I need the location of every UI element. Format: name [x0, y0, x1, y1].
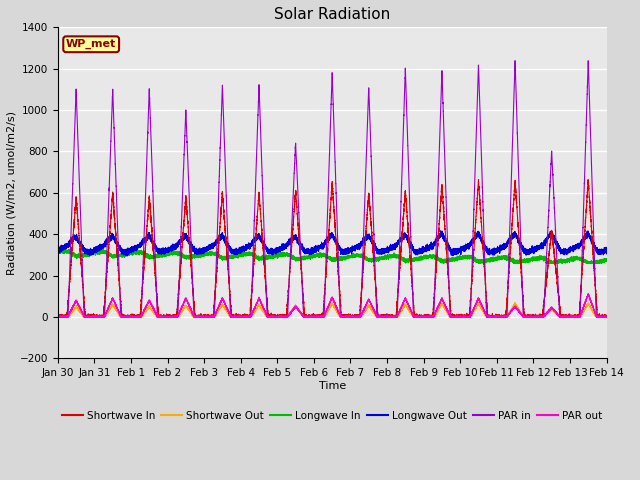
Longwave In: [595, 260, 603, 266]
Longwave Out: [531, 246, 538, 252]
Longwave Out: [546, 234, 554, 240]
Longwave Out: [54, 248, 61, 253]
Shortwave Out: [603, 313, 611, 319]
Line: PAR out: PAR out: [58, 294, 607, 317]
Longwave In: [602, 258, 609, 264]
PAR out: [584, 291, 592, 297]
Legend: Shortwave In, Shortwave Out, Longwave In, Longwave Out, PAR in, PAR out: Shortwave In, Shortwave Out, Longwave In…: [58, 407, 607, 425]
Y-axis label: Radiation (W/m2, umol/m2/s): Radiation (W/m2, umol/m2/s): [7, 111, 17, 275]
Shortwave In: [301, 312, 308, 317]
PAR in: [603, 314, 611, 320]
Line: Shortwave Out: Shortwave Out: [58, 303, 607, 317]
Shortwave Out: [602, 314, 609, 320]
Longwave Out: [301, 248, 308, 254]
Longwave In: [404, 259, 412, 265]
Shortwave Out: [546, 307, 554, 313]
Shortwave In: [595, 314, 603, 320]
PAR out: [602, 313, 609, 319]
Line: PAR in: PAR in: [58, 60, 607, 317]
Shortwave Out: [301, 314, 308, 320]
Shortwave In: [584, 177, 592, 182]
Longwave Out: [437, 228, 445, 234]
PAR out: [603, 314, 611, 320]
PAR out: [301, 314, 308, 320]
X-axis label: Time: Time: [319, 381, 346, 391]
Longwave In: [54, 250, 61, 256]
Shortwave In: [603, 313, 611, 319]
Shortwave Out: [54, 313, 61, 319]
Line: Longwave Out: Longwave Out: [58, 231, 607, 256]
Shortwave Out: [511, 300, 519, 306]
Line: Shortwave In: Shortwave In: [58, 180, 607, 317]
Text: WP_met: WP_met: [66, 39, 116, 49]
Longwave In: [402, 260, 410, 266]
Line: Longwave In: Longwave In: [58, 249, 607, 263]
Shortwave Out: [404, 305, 412, 311]
Shortwave In: [404, 228, 412, 234]
Longwave In: [546, 259, 554, 265]
PAR in: [54, 314, 61, 320]
PAR in: [595, 314, 603, 320]
Longwave In: [603, 257, 611, 263]
PAR in: [404, 148, 412, 154]
PAR out: [404, 301, 412, 307]
Shortwave In: [546, 244, 554, 250]
Longwave In: [61, 246, 68, 252]
PAR out: [531, 314, 538, 320]
Longwave Out: [603, 249, 611, 254]
Title: Solar Radiation: Solar Radiation: [274, 7, 390, 22]
PAR in: [531, 314, 538, 320]
PAR in: [301, 314, 308, 320]
Shortwave Out: [595, 313, 603, 319]
Shortwave In: [54, 314, 61, 320]
Shortwave Out: [54, 314, 61, 320]
Longwave Out: [404, 238, 412, 244]
Shortwave In: [531, 313, 538, 319]
PAR out: [595, 313, 603, 319]
Longwave Out: [123, 253, 131, 259]
PAR in: [602, 314, 609, 320]
PAR in: [546, 183, 554, 189]
Longwave Out: [602, 246, 609, 252]
Longwave Out: [595, 249, 603, 255]
PAR out: [546, 307, 554, 312]
Longwave In: [531, 256, 538, 262]
Shortwave In: [54, 314, 61, 320]
PAR in: [54, 314, 62, 320]
PAR in: [511, 58, 519, 63]
PAR out: [54, 314, 61, 320]
Shortwave Out: [531, 313, 538, 319]
Longwave In: [301, 254, 308, 260]
Shortwave In: [602, 313, 609, 319]
